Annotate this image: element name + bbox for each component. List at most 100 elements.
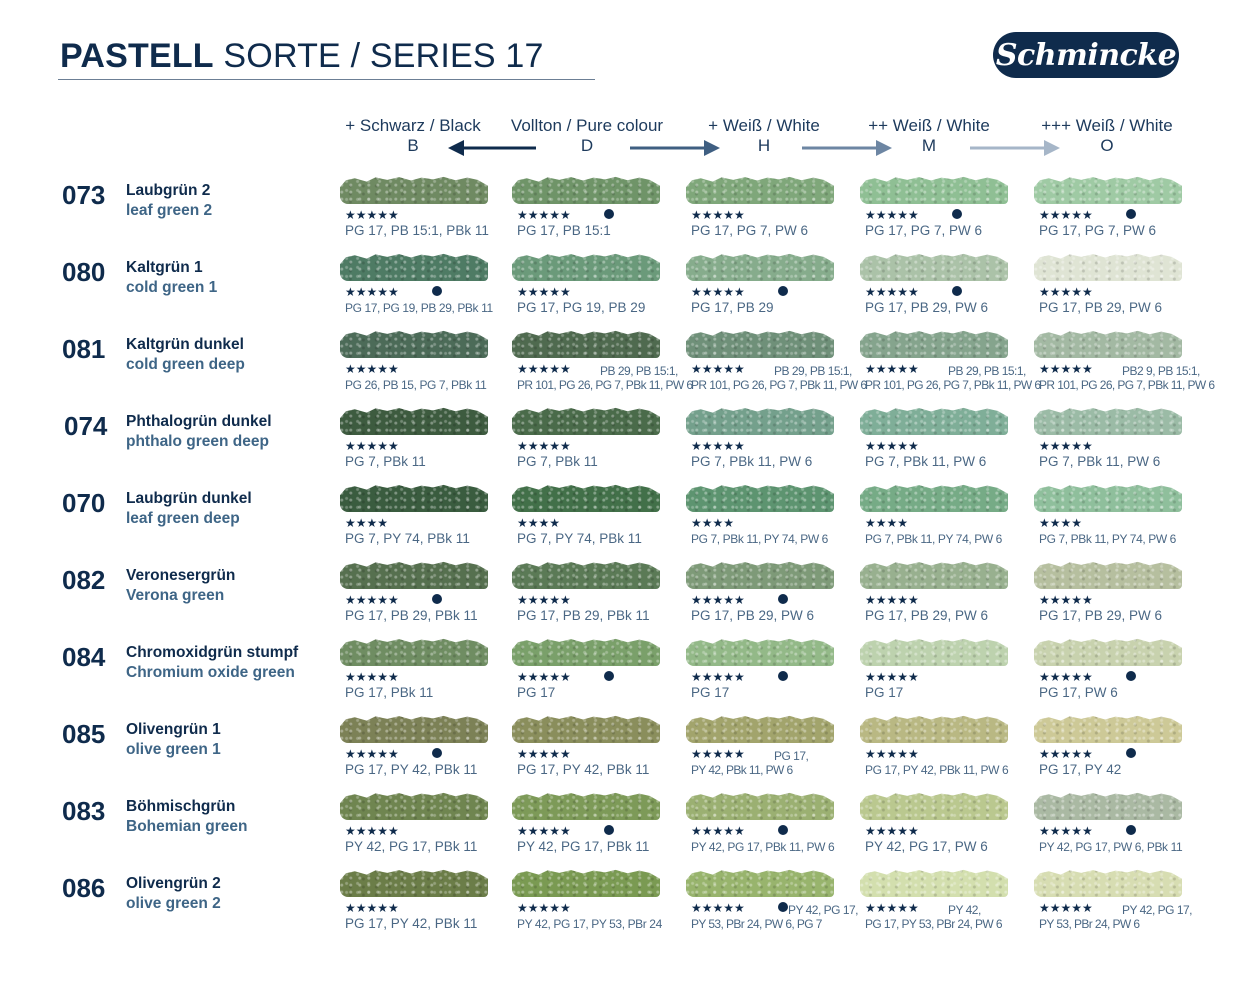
color-name-english: cold green 1 — [126, 279, 218, 296]
lightfastness-stars: ★★★★★ — [1039, 901, 1093, 915]
lightfastness-stars: ★★★★★ — [517, 208, 571, 222]
pigment-list: PG 17, PB 29, PW 6 — [691, 608, 815, 623]
color-code: 082 — [62, 565, 106, 595]
lightfastness-stars: ★★★★★ — [345, 670, 399, 684]
swatch-cell-m: ★★★★★ PG 17, PG 7, PW 6 — [860, 174, 1030, 244]
pastel-swatch — [860, 330, 1008, 358]
pigment-list: PG 17, PB 15:1 — [517, 223, 611, 238]
lightfastness-stars: ★★★★★ — [1039, 824, 1093, 838]
opacity-dot-icon — [604, 671, 614, 681]
lightfastness-stars: ★★★★★ — [691, 824, 745, 838]
color-code: 074 — [64, 411, 108, 441]
color-row-070: 070 Laubgrün dunkel leaf green deep ★★★★ PG … — [0, 484, 1236, 565]
swatch-cell-o: ★★★★★ PG 17, PW 6 — [1034, 636, 1204, 706]
pastel-swatch — [340, 715, 488, 743]
color-row-080: 080 Kaltgrün 1 cold green 1 ★★★★★ PG 17, PG … — [0, 253, 1236, 334]
swatch-cell-b: ★★★★★ PY 42, PG 17, PBk 11 — [340, 790, 510, 860]
color-code: 070 — [62, 488, 106, 518]
pastel-swatch — [1034, 253, 1182, 281]
color-row-073: 073 Laubgrün 2 leaf green 2 ★★★★★ PG 17, PB … — [0, 176, 1236, 257]
pigment-list: PG 17, PG 7, PW 6 — [691, 223, 809, 238]
pastel-swatch — [340, 792, 488, 820]
pigment-list: PG 7, PBk 11, PW 6 — [865, 454, 987, 469]
lightfastness-stars: ★★★★★ — [1039, 593, 1093, 607]
pastel-swatch — [512, 869, 660, 897]
pastel-swatch — [512, 561, 660, 589]
pastel-swatch — [512, 638, 660, 666]
pigment-list: PG 7, PBk 11 — [345, 454, 426, 469]
opacity-dot-icon — [778, 902, 788, 912]
pastel-swatch — [340, 407, 488, 435]
pastel-swatch — [860, 792, 1008, 820]
pigment-list-line2: PR 101, PG 26, PG 7, PBk 11, PW 6 — [1039, 378, 1215, 392]
pigment-list-line1: PG 17, — [774, 749, 809, 763]
pigment-list: PY 42, PG 17, PY 53, PBr 24 — [517, 917, 662, 931]
lightfastness-stars: ★★★★★ — [345, 439, 399, 453]
lightfastness-stars: ★★★★★ — [345, 747, 399, 761]
lightfastness-stars: ★★★★★ — [691, 439, 745, 453]
column-label: Vollton / Pure colour — [510, 116, 664, 135]
pastel-swatch — [860, 869, 1008, 897]
swatch-cell-b: ★★★★★ PG 17, PG 19, PB 29, PBk 11 — [340, 251, 510, 321]
pigment-list: PG 17, PG 19, PB 29 — [517, 300, 646, 315]
pigment-list: PG 7, PBk 11, PY 74, PW 6 — [865, 532, 1002, 546]
column-letter: B — [407, 136, 419, 155]
color-name-german: Laubgrün 2 — [126, 182, 211, 199]
pigment-list: PY 42, PG 17, PBk 11 — [345, 839, 478, 854]
pigment-list: PG 17, PY 42, PBk 11 — [517, 762, 650, 777]
opacity-dot-icon — [1126, 825, 1136, 835]
swatch-cell-m: ★★★★★ PB 29, PB 15:1, PR 101, PG 26, PG 7,… — [860, 328, 1041, 398]
pastel-swatch — [686, 253, 834, 281]
swatch-cell-h: ★★★★★ PY 42, PG 17, PBk 11, PW 6 — [686, 790, 856, 860]
pigment-list-line1: PB 29, PB 15:1, — [948, 364, 1026, 378]
lightfastness-stars: ★★★★★ — [1039, 285, 1093, 299]
swatch-cell-o: ★★★★★ PG 17, PG 7, PW 6 — [1034, 174, 1204, 244]
pastel-swatch — [686, 792, 834, 820]
pastel-swatch — [1034, 176, 1182, 204]
opacity-dot-icon — [604, 209, 614, 219]
color-name-english: Chromium oxide green — [126, 664, 295, 681]
pastel-swatch — [860, 484, 1008, 512]
pigment-list: PG 17, PW 6 — [1039, 685, 1118, 700]
pigment-list-line1: PB 29, PB 15:1, — [600, 364, 678, 378]
opacity-dot-icon — [1126, 209, 1136, 219]
column-letter: H — [757, 136, 771, 155]
color-name-german: Böhmischgrün — [126, 798, 236, 815]
pigment-list: PG 17, PB 29, PBk 11 — [345, 608, 478, 623]
lightfastness-stars: ★★★★★ — [1039, 670, 1093, 684]
pigment-list: PY 42, PG 17, PW 6, PBk 11 — [1039, 840, 1183, 854]
lightfastness-stars: ★★★★★ — [517, 670, 571, 684]
lightfastness-stars: ★★★★★ — [865, 593, 919, 607]
column-label: + Schwarz / Black — [345, 116, 481, 135]
swatch-cell-m: ★★★★★ PY 42, PG 17, PW 6 — [860, 790, 1030, 860]
column-header-d: Vollton / Pure colour D — [492, 116, 682, 156]
swatch-cell-b: ★★★★★ PG 17, PY 42, PBk 11 — [340, 867, 510, 937]
lightfastness-stars: ★★★★★ — [1039, 362, 1093, 376]
lightfastness-stars: ★★★★★ — [865, 901, 919, 915]
pigment-list: PG 17, PY 42, PBk 11 — [345, 762, 478, 777]
lightfastness-stars: ★★★★★ — [345, 824, 399, 838]
lightfastness-stars: ★★★★★ — [865, 208, 919, 222]
pigment-list: PG 17, PY 42 — [1039, 762, 1122, 777]
pastel-swatch — [686, 407, 834, 435]
pigment-list: PG 17, PG 7, PW 6 — [1039, 223, 1157, 238]
lightfastness-stars: ★★★★★ — [517, 901, 571, 915]
pigment-list: PY 42, PG 17, PW 6 — [865, 839, 988, 854]
lightfastness-stars: ★★★★★ — [517, 285, 571, 299]
color-name-german: Kaltgrün 1 — [126, 259, 203, 276]
pigment-list-line1: PY 42, PG 17, — [788, 903, 859, 917]
swatch-cell-o: ★★★★★ PY 42, PG 17, PW 6, PBk 11 — [1034, 790, 1204, 860]
lightfastness-stars: ★★★★★ — [345, 593, 399, 607]
pigment-list-line1: PY 42, PG 17, — [1122, 903, 1193, 917]
lightfastness-stars: ★★★★★ — [1039, 439, 1093, 453]
arrow-right-white-icon — [630, 140, 720, 156]
pigment-list: PG 17, PB 29 — [691, 300, 774, 315]
swatch-cell-d: ★★★★★ PY 42, PG 17, PBk 11 — [512, 790, 682, 860]
column-header-h: + Weiß / White H — [669, 116, 859, 156]
pastel-swatch — [860, 176, 1008, 204]
color-code: 086 — [62, 873, 106, 903]
lightfastness-stars: ★★★★★ — [517, 747, 571, 761]
title-rest: SORTE / SERIES 17 — [213, 37, 544, 75]
pastel-swatch — [340, 330, 488, 358]
pigment-list: PG 7, PY 74, PBk 11 — [517, 531, 642, 546]
